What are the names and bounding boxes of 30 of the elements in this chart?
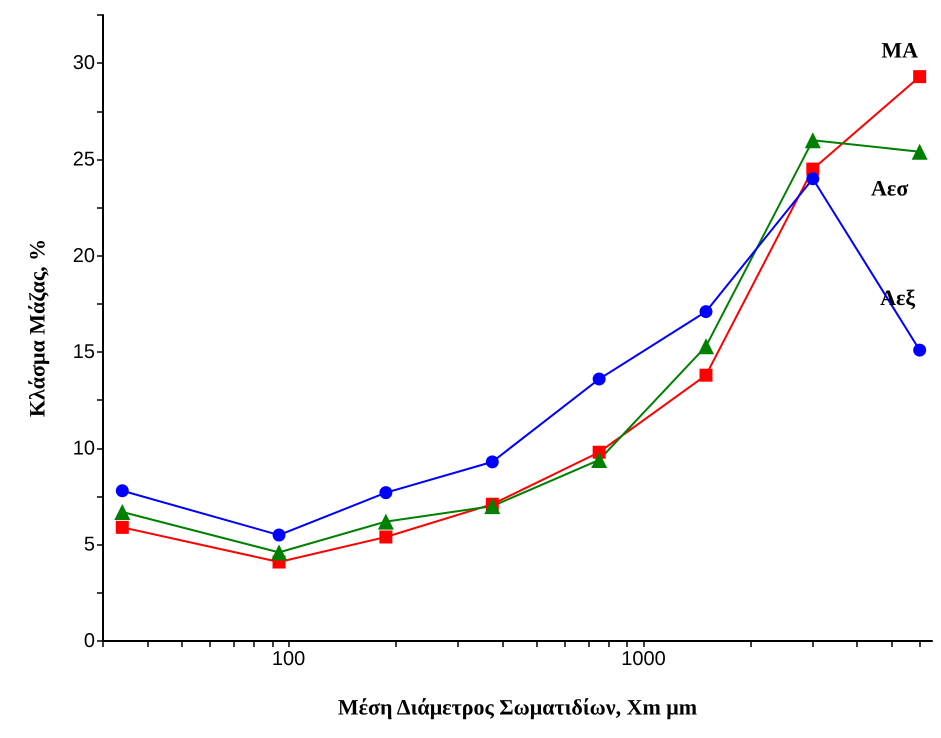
point (378, 514, 394, 530)
y-tick-label: 25 (72, 148, 95, 170)
point (486, 455, 499, 468)
point (913, 344, 926, 357)
point (379, 486, 392, 500)
y-tick-label: 30 (72, 52, 95, 74)
x-axis-title: Μέση Διάμετρος Σωματιδίων, Xm μm (338, 694, 698, 720)
point (699, 368, 712, 382)
point (806, 172, 820, 186)
x-tick-label: 1000 (621, 648, 666, 670)
series-label: ΜΑ (881, 38, 918, 63)
point (379, 530, 392, 544)
point (804, 132, 821, 148)
point (591, 452, 608, 468)
point (272, 528, 286, 542)
point (700, 305, 712, 318)
point (698, 338, 714, 354)
y-tick-label: 10 (72, 437, 95, 460)
point (913, 70, 926, 84)
x-tick-label: 100 (272, 648, 306, 670)
y-axis-title: Κλάσμα Μάζας, % (24, 238, 50, 418)
y-tick-label: 0 (84, 630, 95, 652)
y-tick-label: 20 (72, 244, 95, 267)
y-tick-label: 15 (72, 341, 95, 364)
series-label: Αεσ (871, 175, 908, 200)
point (484, 498, 500, 514)
point (912, 144, 928, 160)
y-tick-label: 5 (84, 534, 95, 556)
point (592, 372, 606, 386)
point (271, 544, 288, 560)
